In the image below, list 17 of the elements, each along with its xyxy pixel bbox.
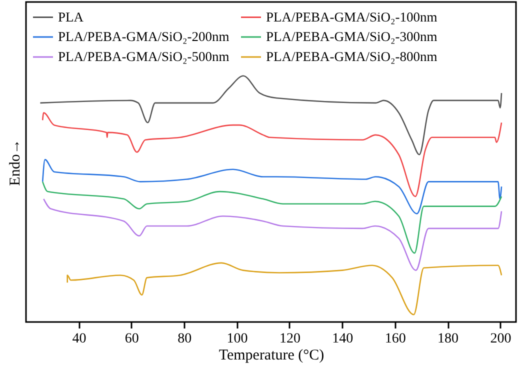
legend-label: PLA/PEBA-GMA/SiO₂-800nm (266, 49, 438, 64)
x-tick-label: 180 (438, 332, 459, 346)
legend-label: PLA/PEBA-GMA/SiO₂-200nm (58, 29, 230, 44)
x-axis-title: Temperature (°C) (218, 348, 324, 364)
legend-label: PLA/PEBA-GMA/SiO₂-100nm (266, 9, 438, 24)
x-tick-label: 140 (332, 332, 354, 346)
legend-label: PLA (58, 9, 84, 24)
x-tick-label: 60 (124, 332, 139, 346)
y-axis-title: Endo→ (8, 139, 24, 186)
x-tick-label: 80 (178, 332, 192, 346)
x-tick-label: 120 (279, 332, 300, 346)
x-tick-label: 100 (226, 332, 248, 346)
x-tick-label: 40 (72, 332, 86, 346)
x-tick-label: 200 (490, 332, 512, 346)
legend-label: PLA/PEBA-GMA/SiO₂-500nm (58, 49, 230, 64)
legend-label: PLA/PEBA-GMA/SiO₂-300nm (266, 29, 438, 44)
x-tick-label: 160 (384, 332, 406, 346)
